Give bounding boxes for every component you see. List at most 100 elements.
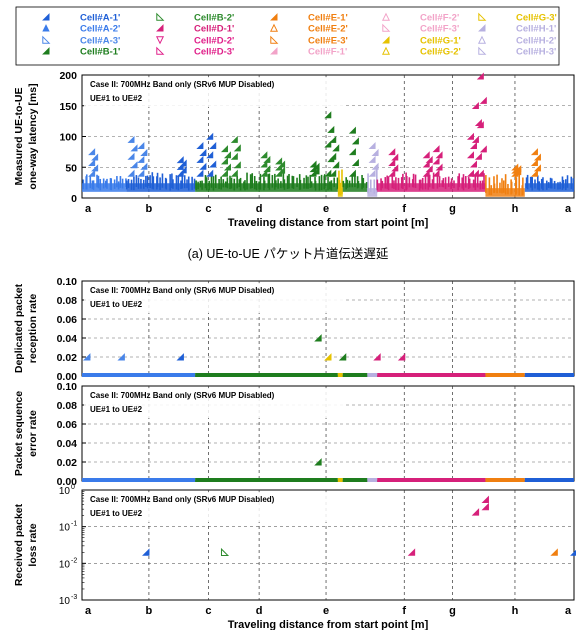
data-point	[471, 102, 479, 110]
annotation-line: UE#1 to UE#2	[90, 300, 143, 309]
data-baseline	[195, 373, 338, 377]
data-point	[130, 144, 138, 152]
data-point	[324, 111, 332, 119]
y-tick-label: 0.02	[57, 352, 78, 364]
data-point	[196, 169, 204, 177]
data-point	[368, 155, 376, 163]
x-tick-label: e	[323, 203, 329, 215]
data-point	[206, 132, 214, 140]
legend-marker	[478, 46, 487, 55]
x-tick-label: c	[205, 203, 211, 215]
y-tick-exponent: 0	[71, 484, 75, 491]
data-band	[524, 183, 574, 192]
data-point	[371, 162, 379, 170]
y-tick-label: 10	[59, 523, 71, 534]
data-point	[220, 145, 228, 153]
y-tick-exponent: -2	[71, 557, 77, 564]
legend-marker	[381, 12, 391, 21]
legend-label: Cell#E-1'	[308, 13, 348, 24]
data-point	[233, 161, 241, 169]
data-point	[209, 160, 217, 168]
legend-marker	[382, 23, 391, 32]
data-point	[474, 118, 482, 126]
x-tick-label: e	[323, 605, 329, 617]
y-tick-label: 0.08	[57, 295, 78, 307]
data-point	[373, 353, 381, 361]
data-band	[485, 188, 525, 197]
y-tick-label: 0.04	[57, 438, 78, 450]
legend-marker	[42, 47, 50, 55]
legend-marker	[42, 13, 50, 21]
data-point	[230, 169, 238, 177]
data-point	[176, 156, 184, 164]
data-point	[179, 159, 187, 167]
data-point	[230, 135, 238, 143]
data-point	[476, 169, 484, 177]
data-point	[196, 155, 204, 163]
data-point	[425, 155, 433, 163]
legend-label: Cell#H-2'	[516, 36, 556, 47]
legend-label: Cell#D-2'	[194, 36, 234, 47]
legend-marker	[270, 47, 278, 55]
data-point	[466, 169, 474, 177]
data-point	[481, 495, 489, 504]
data-point	[140, 148, 148, 156]
annotation-box	[84, 492, 346, 522]
chart-panel: 0.00 0.02 0.04 0.06 0.08 0.10 Case II: 700MHz …	[13, 381, 575, 488]
data-baseline	[195, 478, 338, 482]
x-axis-label: Traveling distance from start point [m]	[228, 619, 429, 630]
data-point	[351, 158, 359, 166]
data-point	[127, 152, 135, 160]
data-point	[368, 169, 376, 177]
data-point	[223, 151, 231, 159]
data-point	[530, 158, 538, 166]
y-tick-label: 100	[59, 132, 77, 144]
legend-marker	[478, 24, 486, 32]
figure-caption: (a) UE-to-UE パケット片道伝送遅延	[188, 246, 389, 261]
legend-label: Cell#H-1'	[516, 24, 556, 35]
data-point	[422, 151, 430, 159]
legend-label: Cell#G-3'	[516, 13, 557, 24]
data-point	[117, 353, 125, 361]
data-point	[314, 334, 322, 342]
legend-label: Cell#G-2'	[420, 47, 461, 58]
data-point	[140, 162, 148, 170]
data-point	[220, 547, 230, 556]
data-point	[338, 353, 347, 361]
data-baseline	[367, 373, 378, 377]
data-baseline	[82, 478, 196, 482]
data-point	[130, 161, 138, 169]
data-point	[476, 121, 484, 129]
x-axis-label: Traveling distance from start point [m]	[228, 217, 429, 229]
data-point	[432, 157, 440, 165]
data-point	[368, 142, 376, 150]
x-tick-label: g	[449, 605, 456, 617]
y-tick-label: 0	[71, 193, 77, 205]
data-point	[209, 142, 217, 150]
annotation-line: UE#1 to UE#2	[90, 405, 143, 414]
legend-label: Cell#A-1'	[80, 13, 120, 24]
data-baseline	[485, 478, 525, 482]
legend-marker	[156, 46, 165, 55]
chart-panel: 0.00 0.02 0.04 0.06 0.08 0.10 Case II: 700MHz …	[13, 276, 575, 383]
data-band	[195, 183, 338, 192]
legend-marker	[477, 35, 487, 44]
data-point	[82, 353, 91, 361]
data-baseline	[82, 373, 196, 377]
x-tick-label: h	[512, 203, 519, 215]
data-point	[533, 153, 541, 161]
x-tick-label: d	[256, 605, 263, 617]
x-tick-label: b	[146, 605, 153, 617]
data-point	[474, 152, 482, 160]
data-point	[479, 96, 487, 104]
y-tick-label: 0.08	[57, 400, 78, 412]
data-point	[327, 125, 335, 133]
legend-marker	[381, 46, 391, 55]
legend-marker	[270, 13, 278, 21]
data-point	[233, 144, 241, 152]
legend-marker	[269, 23, 279, 32]
y-tick-label: 0.00	[57, 371, 78, 383]
data-point	[309, 160, 317, 168]
x-tick-label: f	[402, 605, 406, 617]
